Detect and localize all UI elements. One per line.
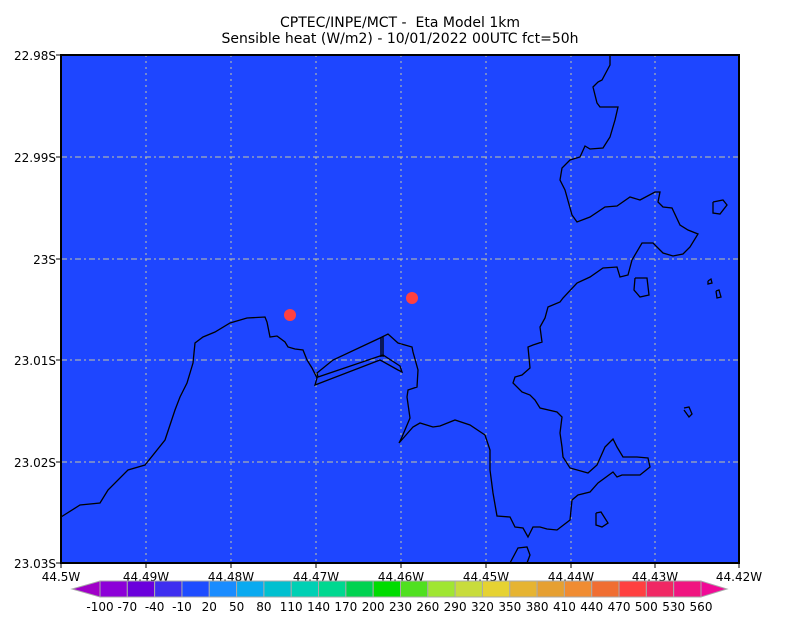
colorbar-label: 170 — [334, 600, 357, 614]
colorbar-label: 320 — [471, 600, 494, 614]
colorbar-label: 500 — [635, 600, 658, 614]
colorbar-label: 50 — [229, 600, 244, 614]
colorbar-swatch — [318, 580, 347, 598]
colorbar-swatch — [454, 580, 483, 598]
colorbar: -100 -70 -40 -10 20 50 80 110 140 170 200 230 260 290… — [70, 580, 729, 614]
colorbar-swatch — [563, 580, 593, 598]
y-tick-label: 22.98S — [14, 49, 56, 63]
colorbar-label: -100 — [86, 600, 113, 614]
colorbar-label: 110 — [280, 600, 303, 614]
y-tick-label: 23S — [33, 253, 56, 267]
marker-station-1 — [284, 309, 296, 321]
title-line-1: CPTEC/INPE/MCT - Eta Model 1km — [280, 15, 520, 31]
colorbar-swatch — [591, 580, 620, 598]
colorbar-label: 140 — [307, 600, 330, 614]
colorbar-swatch — [236, 580, 265, 598]
colorbar-label: -40 — [145, 600, 165, 614]
colorbar-swatch — [372, 580, 402, 598]
colorbar-label: 350 — [498, 600, 521, 614]
y-tick-label: 23.03S — [14, 557, 56, 571]
y-tick-label: 23.02S — [14, 456, 56, 470]
colorbar-swatch — [208, 580, 238, 598]
colorbar-swatch — [509, 580, 538, 598]
colorbar-swatch — [645, 580, 675, 598]
coastline — [707, 277, 713, 285]
colorbar-swatch — [673, 580, 702, 598]
colorbar-swatch — [427, 580, 456, 598]
colorbar-swatch — [126, 580, 156, 598]
colorbar-label: 530 — [662, 600, 685, 614]
coastline — [715, 289, 722, 299]
colorbar-label: 380 — [526, 600, 549, 614]
colorbar-label: 290 — [444, 600, 467, 614]
colorbar-label: 230 — [389, 600, 412, 614]
colorbar-label: -10 — [172, 600, 192, 614]
coastline — [633, 277, 650, 298]
colorbar-swatch — [345, 580, 374, 598]
coastline — [683, 406, 693, 419]
y-tick-label: 23.01S — [14, 354, 56, 368]
colorbar-label: 20 — [202, 600, 217, 614]
colorbar-swatch — [536, 580, 565, 598]
colorbar-swatch — [154, 580, 183, 598]
colorbar-swatch — [290, 580, 320, 598]
colorbar-swatch — [99, 580, 128, 598]
colorbar-label: -70 — [118, 600, 138, 614]
colorbar-label: 200 — [362, 600, 385, 614]
coastline — [712, 199, 728, 215]
colorbar-label: 80 — [256, 600, 271, 614]
colorbar-swatch — [618, 580, 647, 598]
title-line-2: Sensible heat (W/m2) - 10/01/2022 00UTC … — [221, 31, 578, 47]
ocean-background — [61, 55, 739, 563]
colorbar-swatch — [481, 580, 511, 598]
plot-frame — [60, 54, 740, 564]
coastline — [60, 55, 699, 539]
x-tick-label: 44.42W — [716, 570, 762, 584]
colorbar-swatch — [400, 580, 429, 598]
marker-station-2 — [406, 292, 418, 304]
coastline — [509, 546, 531, 564]
colorbar-label: 440 — [580, 600, 603, 614]
colorbar-label: 560 — [690, 600, 713, 614]
colorbar-label: 260 — [416, 600, 439, 614]
colorbar-label: 470 — [608, 600, 631, 614]
colorbar-swatch — [263, 580, 292, 598]
x-tick-label: 44.5W — [42, 570, 81, 584]
y-tick-label: 22.99S — [14, 151, 56, 165]
colorbar-label: 410 — [553, 600, 576, 614]
colorbar-swatch — [181, 580, 210, 598]
coastline — [595, 511, 609, 528]
map-plot-area — [60, 55, 739, 564]
